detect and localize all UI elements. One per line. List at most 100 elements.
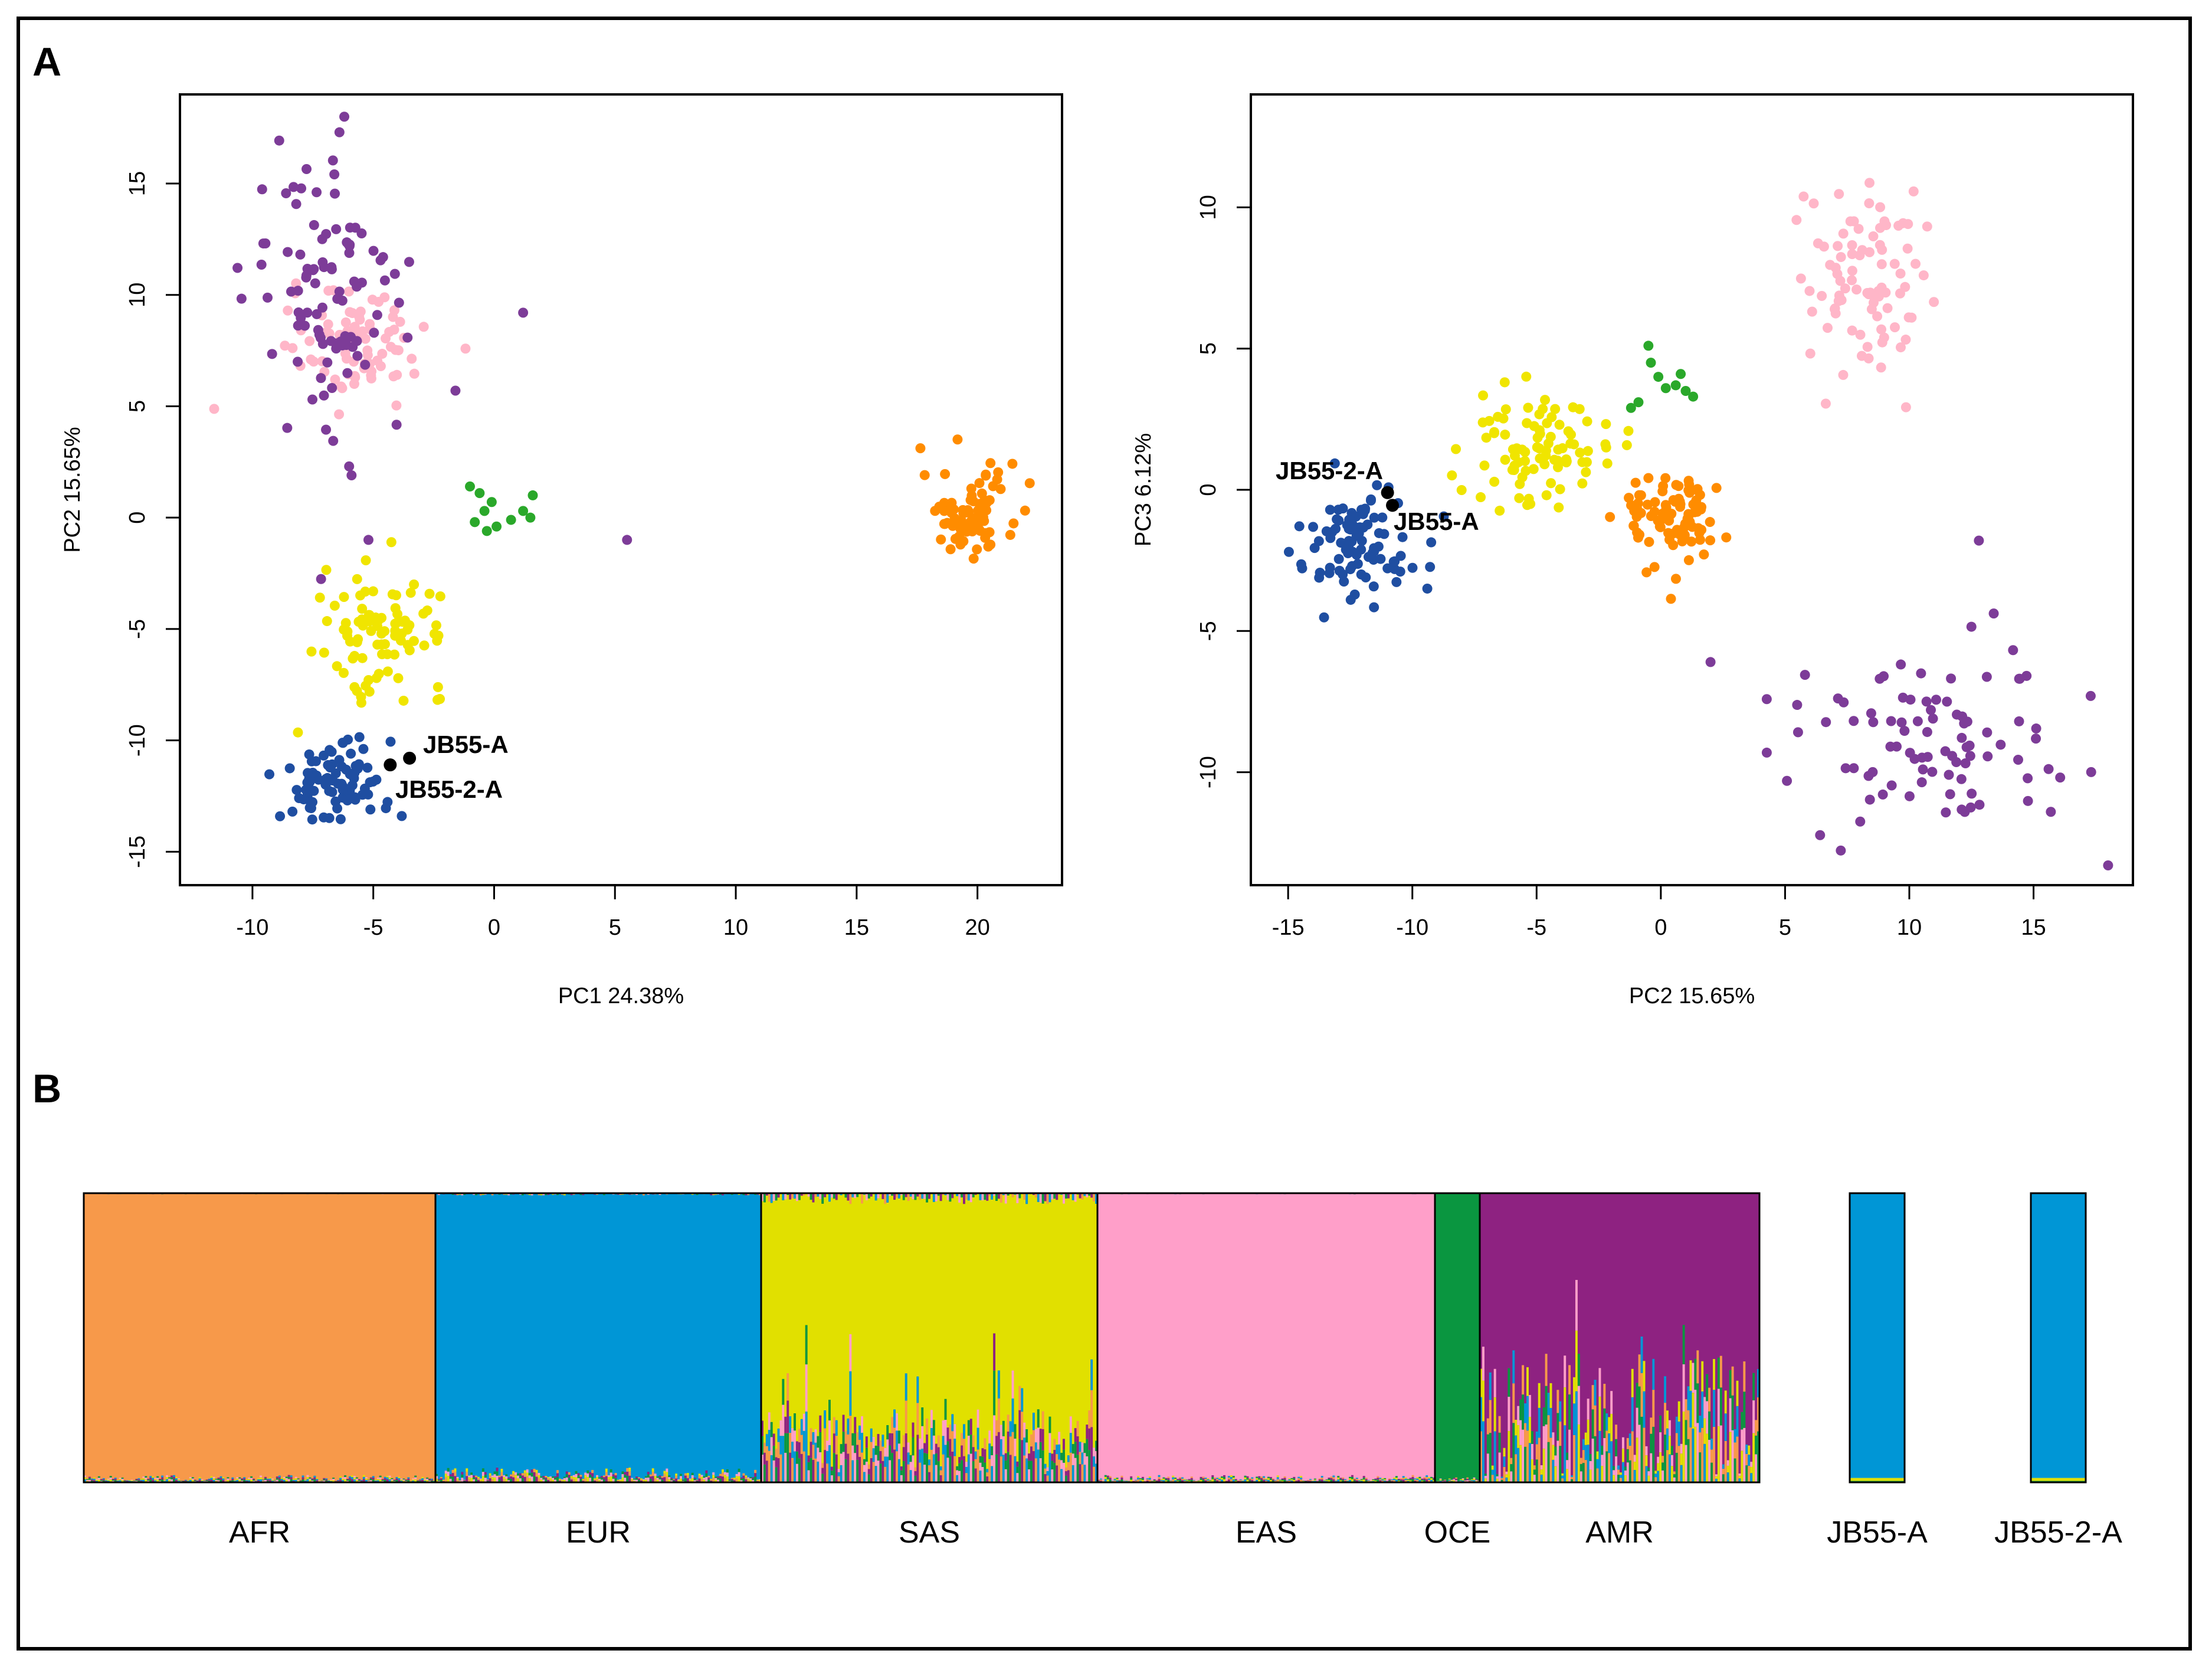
admixture-bar-segment — [1568, 1365, 1571, 1395]
admixture-bar-segment — [189, 1479, 192, 1482]
admixture-bar-segment — [554, 1478, 557, 1480]
admixture-bar-segment — [342, 1478, 345, 1481]
pc1pc2-point-eur — [264, 769, 275, 780]
admixture-bar-segment — [1218, 1480, 1221, 1482]
admixture-bar-segment — [628, 1471, 631, 1476]
admixture-bar-segment — [775, 1467, 778, 1482]
admixture-bar-segment — [1214, 1477, 1217, 1479]
admixture-bar-segment — [698, 1475, 701, 1479]
admixture-bar-segment — [1083, 1453, 1086, 1465]
admixture-bar-segment — [350, 1477, 353, 1479]
pc2pc3-y-axis-label: PC3 6.12% — [1131, 433, 1156, 546]
admixture-bar-segment — [932, 1454, 935, 1482]
admixture-bar-segment — [951, 1431, 954, 1452]
admixture-bar-segment — [479, 1479, 482, 1481]
admixture-bar-segment — [791, 1442, 794, 1458]
admixture-bar-segment — [828, 1445, 831, 1482]
pc1pc2-point-afr — [968, 496, 979, 507]
admixture-bar-segment — [684, 1478, 687, 1482]
admixture-bar-segment — [121, 1478, 124, 1481]
admixture-bar-segment — [1056, 1454, 1059, 1466]
admixture-bar-segment — [745, 1479, 748, 1482]
admixture-bar-segment — [168, 1477, 171, 1479]
admixture-bar-segment — [745, 1193, 748, 1196]
pc2pc3-point-eas — [1862, 342, 1873, 352]
admixture-bar-segment — [1153, 1479, 1156, 1481]
admixture-bar-segment — [1666, 1428, 1669, 1450]
admixture-bar-segment — [810, 1458, 812, 1482]
pc2pc3-point-amr — [1761, 694, 1772, 705]
admixture-bar-segment — [454, 1468, 457, 1472]
admixture-bar-segment — [1752, 1373, 1755, 1401]
admixture-bar-segment — [858, 1439, 861, 1457]
admixture-bar-segment — [260, 1475, 262, 1478]
admixture-bar-segment — [1002, 1436, 1005, 1455]
pc2pc3-point-oce — [1688, 391, 1699, 402]
admixture-bar-segment — [863, 1465, 866, 1472]
pc2pc3-point-amr — [1957, 711, 1968, 722]
admixture-bar-segment — [1342, 1478, 1345, 1481]
admixture-bar-segment — [473, 1477, 476, 1479]
admixture-bar-segment — [1719, 1425, 1722, 1482]
pc1pc2-y-tick-label: 0 — [125, 512, 150, 524]
admixture-bar-segment — [877, 1434, 880, 1446]
pc1pc2-point-sas — [371, 673, 382, 683]
admixture-bar-segment — [1626, 1462, 1629, 1482]
pc1pc2-point-eas — [381, 333, 391, 343]
pc2pc3-point-eur — [1373, 541, 1384, 552]
pc2pc3-point-eas — [1817, 291, 1827, 302]
pc1pc2-point-afr — [981, 469, 991, 480]
admixture-bar-segment — [586, 1470, 589, 1473]
pc2pc3-point-amr — [1896, 659, 1906, 670]
pc2pc3-point-sas — [1569, 439, 1579, 450]
admixture-bar-segment — [923, 1193, 926, 1199]
pc2pc3-point-afr — [1711, 483, 1722, 493]
admixture-bar-segment — [844, 1193, 847, 1198]
pc2pc3-point-eas — [1838, 228, 1849, 239]
admixture-bar-segment — [905, 1400, 907, 1433]
pc1pc2-point-sas — [405, 587, 416, 598]
admixture-bar-segment — [1722, 1464, 1725, 1469]
admixture-bar-segment — [1046, 1475, 1049, 1482]
admixture-bar-segment — [1596, 1468, 1599, 1482]
pc2pc3-point-amr — [1982, 727, 1993, 738]
pc1pc2-point-afr — [940, 519, 951, 529]
pc2pc3-point-amr — [1956, 774, 1967, 784]
admixture-bar-segment — [991, 1446, 994, 1456]
admixture-bar-segment — [1053, 1449, 1056, 1463]
pc1pc2-point-eur — [396, 811, 407, 821]
admixture-bar-segment — [949, 1456, 952, 1482]
admixture-bar-segment — [712, 1475, 715, 1478]
admixture-bar-segment — [119, 1480, 122, 1482]
admixture-bar-segment — [633, 1479, 636, 1481]
admixture-bar-segment — [754, 1469, 757, 1473]
admixture-bar-segment — [1165, 1478, 1168, 1479]
admixture-bar-segment — [905, 1433, 907, 1482]
admixture-bar-segment — [1510, 1471, 1513, 1482]
admixture-bar-segment — [353, 1477, 356, 1480]
admixture-bar-segment — [1221, 1476, 1224, 1478]
admixture-bar-segment — [1738, 1473, 1741, 1476]
admixture-bar-segment — [856, 1459, 859, 1482]
admixture-bar-segment — [995, 1436, 998, 1455]
admixture-bar-segment — [102, 1478, 105, 1479]
admixture-bar-segment — [1484, 1475, 1487, 1479]
admixture-bar-segment — [600, 1478, 603, 1480]
admixture-bar-segment — [1505, 1477, 1508, 1482]
admixture-bar-segment — [609, 1472, 612, 1477]
admixture-bar-segment — [1659, 1432, 1662, 1453]
pc1pc2-point-sas — [435, 693, 445, 704]
admixture-bar-segment — [137, 1479, 140, 1481]
pc2pc3-point-sas — [1581, 467, 1591, 477]
pc1pc2-point-sas — [431, 620, 441, 631]
admixture-bar-segment — [1699, 1452, 1702, 1482]
admixture-bar-segment — [1673, 1474, 1676, 1478]
admixture-bar-segment — [360, 1479, 363, 1481]
pc2pc3-x-tick-label: 0 — [1654, 915, 1667, 940]
pc1pc2-point-amr — [310, 278, 320, 289]
admixture-bar-segment — [640, 1478, 643, 1479]
pc1pc2-point-amr — [316, 574, 326, 584]
pc1pc2-point-amr — [296, 313, 306, 323]
admixture-bar-segment — [1473, 1478, 1476, 1481]
admixture-bar-segment — [565, 1477, 568, 1482]
